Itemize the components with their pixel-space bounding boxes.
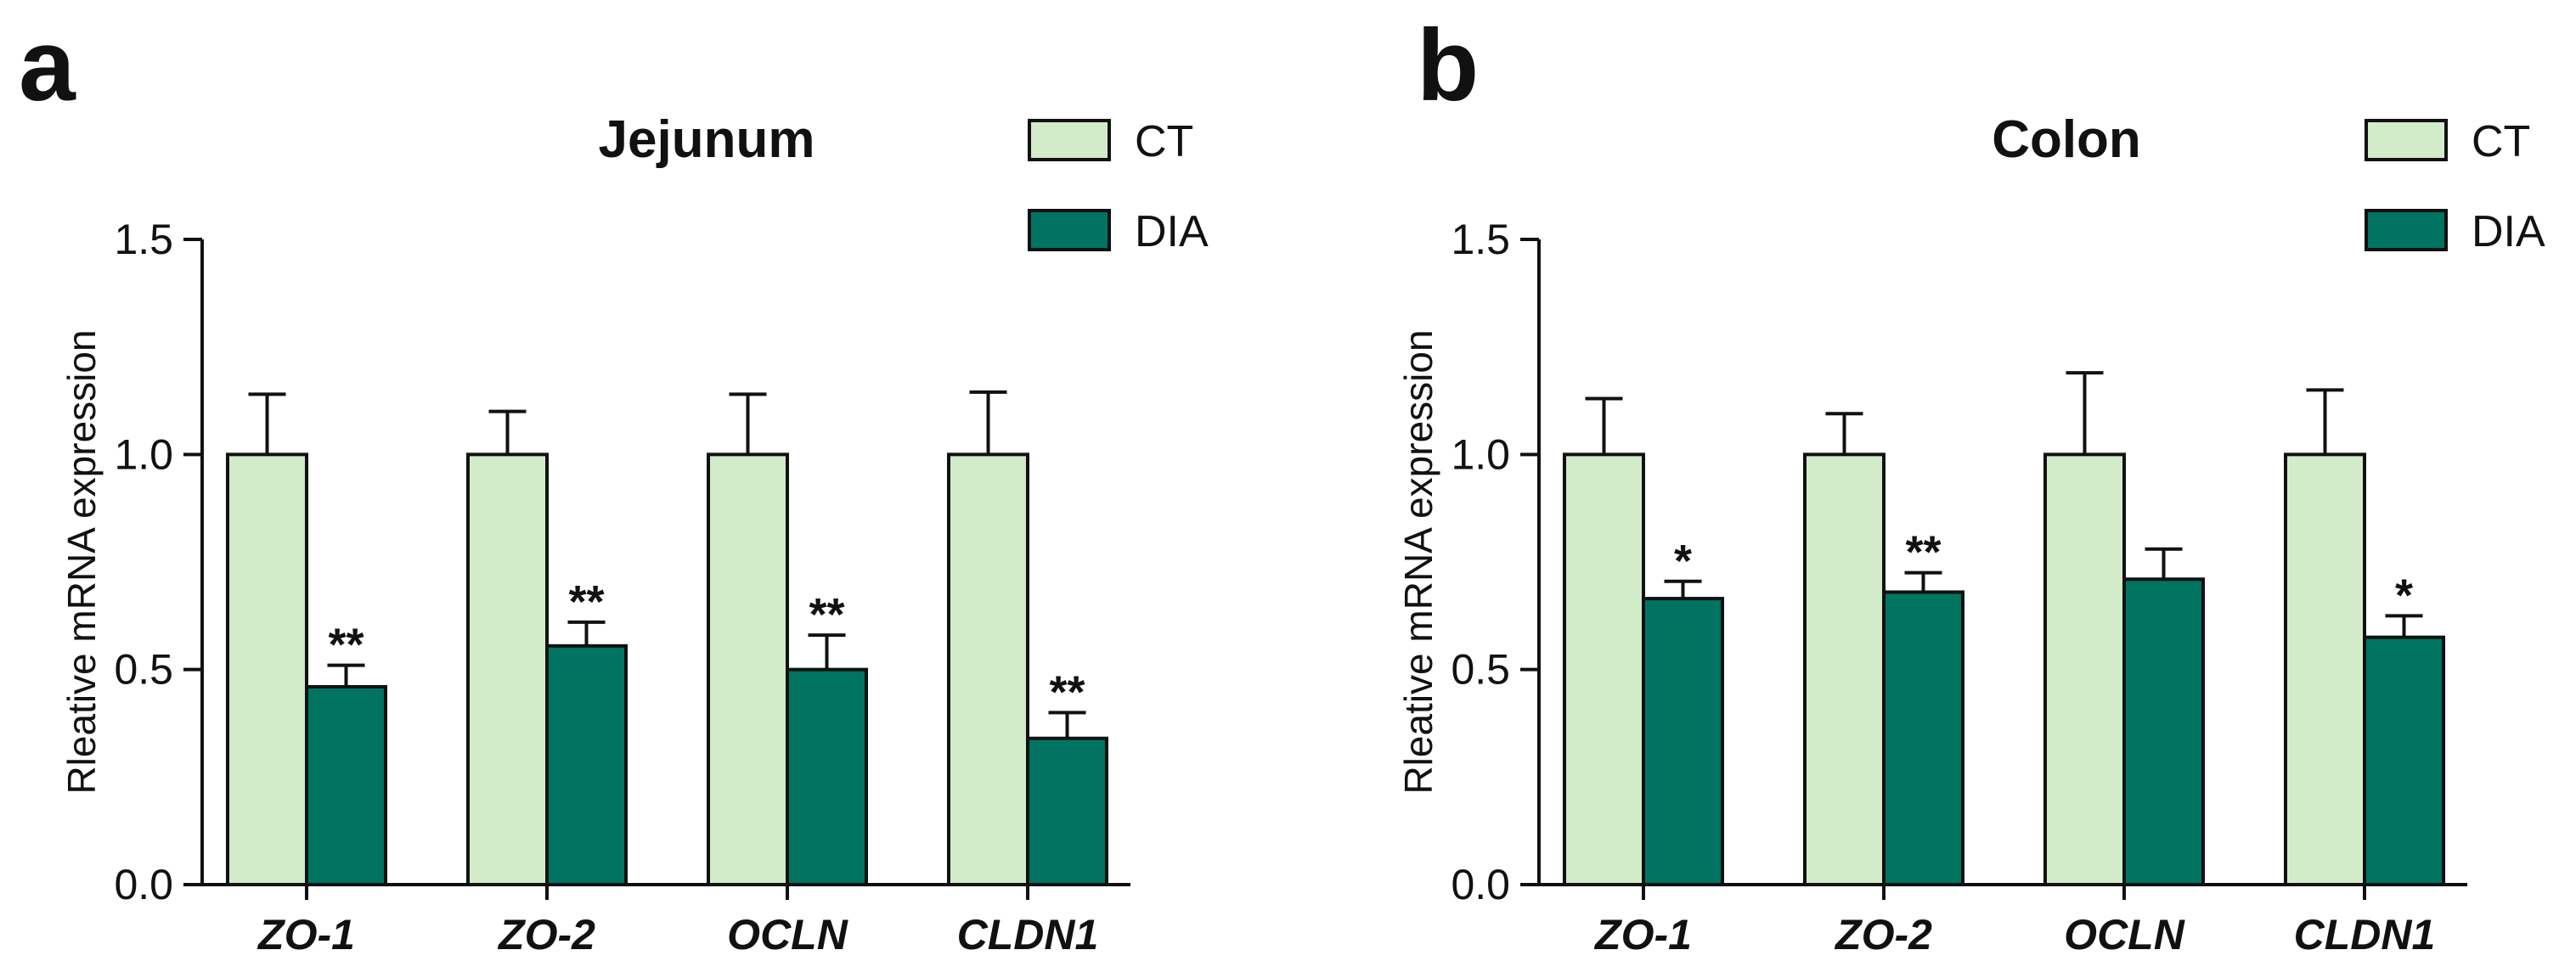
y-tick-label: 1.0 [1451, 430, 1510, 478]
bar-ct-cldn1 [947, 452, 1029, 886]
significance-label: ** [1049, 666, 1085, 717]
plot-area: * ZO-1 ** ZO-2 OCLN * CLDN1 0.0 0.5 1.0 1.5 [1451, 216, 2467, 958]
significance-label: ** [809, 589, 844, 640]
bar-ct-cldn1 [2284, 452, 2366, 886]
y-tick-label: 1.5 [1451, 216, 1510, 263]
y-tick-label: 0.0 [114, 861, 173, 908]
legend-label-ct: CT [1135, 117, 1193, 166]
panel-label: a [19, 8, 76, 122]
legend-label-dia: DIA [1135, 207, 1209, 256]
y-tick-label: 1.0 [114, 430, 173, 478]
x-tick-label: ZO-1 [1593, 911, 1692, 958]
legend: CT DIA [1028, 117, 1209, 256]
panel-label: b [1417, 8, 1479, 122]
significance-label: ** [328, 620, 364, 671]
legend-swatch-dia [2365, 209, 2448, 251]
significance-label: ** [1905, 527, 1941, 578]
chart-title: Jejunum [599, 110, 815, 169]
bar-dia-zo-2 [545, 644, 628, 886]
x-tick-label: OCLN [727, 911, 848, 958]
x-tick-label: CLDN1 [2294, 911, 2436, 958]
chart-title: Colon [1992, 110, 2141, 169]
x-tick-label: ZO-2 [497, 911, 595, 958]
y-tick-label: 0.5 [114, 646, 173, 694]
y-tick-label: 0.5 [1451, 646, 1510, 694]
bar-dia-zo-1 [305, 684, 387, 887]
significance-label: ** [568, 576, 604, 627]
plot-area: ** ZO-1 ** ZO-2 ** OCLN ** CLDN1 0.0 0.5 1.0 1.5 [114, 216, 1130, 958]
bar-ct-ocln [707, 452, 789, 886]
y-tick-label: 1.5 [114, 216, 173, 263]
y-axis-title: Rleative mRNA expression [59, 329, 104, 794]
bar-dia-ocln [2122, 577, 2205, 886]
bar-ct-zo-1 [1563, 452, 1645, 886]
y-axis-title: Rleative mRNA expression [1396, 329, 1440, 794]
bar-dia-cldn1 [2363, 635, 2445, 887]
bar-ct-zo-2 [466, 452, 549, 886]
bar-dia-cldn1 [1026, 736, 1108, 886]
x-tick-label: ZO-2 [1834, 911, 1932, 958]
bar-ct-zo-1 [226, 452, 308, 886]
bar-dia-ocln [786, 667, 868, 887]
bar-ct-zo-2 [1803, 452, 1885, 886]
x-tick-label: OCLN [2064, 911, 2185, 958]
significance-label: * [2395, 570, 2413, 621]
panel-a: a Jejunum Rleative mRNA expression CT DI… [19, 8, 1209, 958]
legend-label-ct: CT [2472, 117, 2530, 166]
y-tick-label: 0.0 [1451, 861, 1510, 908]
legend-label-dia: DIA [2472, 207, 2545, 256]
significance-label: * [1674, 536, 1692, 587]
panel-b: b Colon Rleative mRNA expression CT DIA … [1396, 8, 2545, 958]
x-tick-label: CLDN1 [957, 911, 1099, 958]
bar-ct-ocln [2043, 452, 2126, 886]
legend-swatch-ct [2365, 119, 2448, 161]
legend-swatch-dia [1028, 209, 1111, 251]
bar-dia-zo-2 [1882, 590, 1964, 886]
x-tick-label: ZO-1 [256, 911, 355, 958]
legend: CT DIA [2365, 117, 2545, 256]
bar-dia-zo-1 [1642, 597, 1724, 886]
legend-swatch-ct [1028, 119, 1111, 161]
